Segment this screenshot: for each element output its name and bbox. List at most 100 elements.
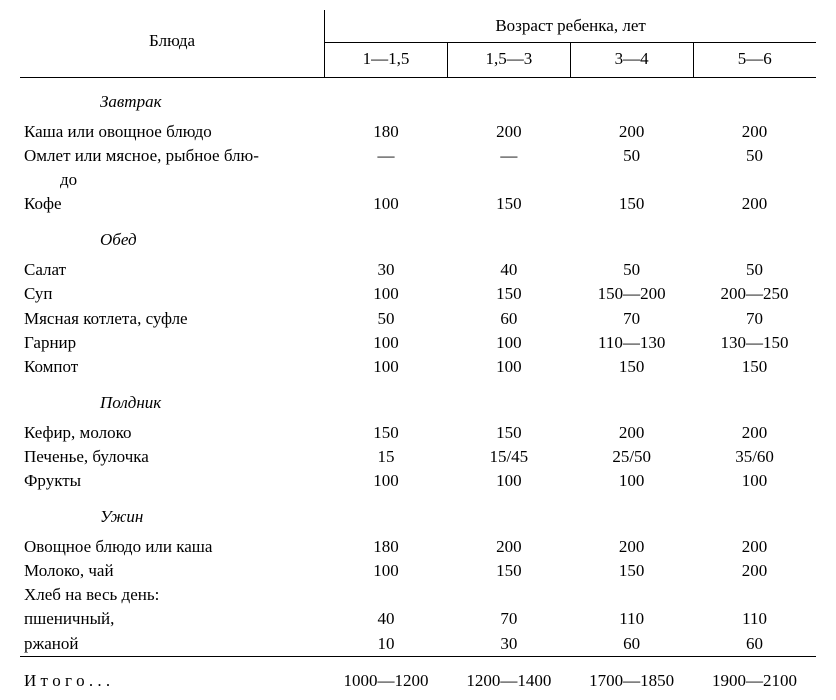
value-cell: 100: [570, 469, 693, 493]
totals-row: И т о г о . . .1000—12001200—14001700—18…: [20, 662, 816, 693]
table-row: пшеничный,4070110110: [20, 607, 816, 631]
table-row: Компот100100150150: [20, 355, 816, 379]
dish-label: Фрукты: [20, 469, 325, 493]
age-col-3: 5—6: [693, 43, 816, 78]
header-dishes: Блюда: [20, 10, 325, 77]
dish-label: Молоко, чай: [20, 559, 325, 583]
nutrition-table: Блюда Возраст ребенка, лет 1—1,5 1,5—3 3…: [20, 10, 816, 693]
value-cell: 10: [325, 632, 448, 657]
value-cell: 70: [693, 307, 816, 331]
value-cell: [447, 168, 570, 192]
value-cell: 100: [447, 355, 570, 379]
totals-value: 1700—1850: [570, 662, 693, 693]
value-cell: 50: [693, 144, 816, 168]
value-cell: 30: [447, 632, 570, 657]
section-1: Обед: [20, 216, 816, 258]
value-cell: 200: [447, 120, 570, 144]
value-cell: 150—200: [570, 282, 693, 306]
dish-label: Кофе: [20, 192, 325, 216]
value-cell: 110—130: [570, 331, 693, 355]
table-row: Каша или овощное блюдо180200200200: [20, 120, 816, 144]
dish-label: Хлеб на весь день:: [20, 583, 325, 607]
dish-label: Каша или овощное блюдо: [20, 120, 325, 144]
value-cell: 40: [325, 607, 448, 631]
section-3: Ужин: [20, 493, 816, 535]
value-cell: [570, 168, 693, 192]
dish-label: ржаной: [20, 632, 325, 657]
value-cell: 50: [693, 258, 816, 282]
section-0: Завтрак: [20, 78, 816, 121]
value-cell: 150: [447, 559, 570, 583]
value-cell: 100: [325, 469, 448, 493]
dish-label: Печенье, булочка: [20, 445, 325, 469]
value-cell: 150: [570, 192, 693, 216]
value-cell: 180: [325, 120, 448, 144]
value-cell: 50: [570, 258, 693, 282]
value-cell: 70: [570, 307, 693, 331]
dish-label: Мясная котлета, суфле: [20, 307, 325, 331]
table-row: Хлеб на весь день:: [20, 583, 816, 607]
table-row: Молоко, чай100150150200: [20, 559, 816, 583]
dish-label: Гарнир: [20, 331, 325, 355]
value-cell: —: [447, 144, 570, 168]
value-cell: 180: [325, 535, 448, 559]
age-col-2: 3—4: [570, 43, 693, 78]
value-cell: 150: [325, 421, 448, 445]
dish-label: Суп: [20, 282, 325, 306]
dish-label: Салат: [20, 258, 325, 282]
table-row: Мясная котлета, суфле50607070: [20, 307, 816, 331]
table-row: Гарнир100100110—130130—150: [20, 331, 816, 355]
age-col-0: 1—1,5: [325, 43, 448, 78]
value-cell: 25/50: [570, 445, 693, 469]
value-cell: 40: [447, 258, 570, 282]
value-cell: 130—150: [693, 331, 816, 355]
table-row: Фрукты100100100100: [20, 469, 816, 493]
value-cell: 60: [693, 632, 816, 657]
value-cell: 15/45: [447, 445, 570, 469]
value-cell: 30: [325, 258, 448, 282]
value-cell: 100: [325, 331, 448, 355]
totals-value: 1900—2100: [693, 662, 816, 693]
totals-value: 1200—1400: [447, 662, 570, 693]
value-cell: 200: [693, 421, 816, 445]
value-cell: 200: [570, 421, 693, 445]
value-cell: 200—250: [693, 282, 816, 306]
dish-label: Кефир, молоко: [20, 421, 325, 445]
totals-label: И т о г о . . .: [20, 662, 325, 693]
table-row: Суп100150150—200200—250: [20, 282, 816, 306]
table-row: Омлет или мясное, рыбное блю-——5050: [20, 144, 816, 168]
value-cell: 100: [447, 469, 570, 493]
value-cell: 110: [693, 607, 816, 631]
value-cell: [693, 168, 816, 192]
value-cell: 150: [447, 421, 570, 445]
dish-label: до: [20, 168, 325, 192]
table-row: ржаной10306060: [20, 632, 816, 657]
value-cell: 50: [570, 144, 693, 168]
dish-label: Омлет или мясное, рыбное блю-: [20, 144, 325, 168]
table-row: Печенье, булочка1515/4525/5035/60: [20, 445, 816, 469]
dish-label: Овощное блюдо или каша: [20, 535, 325, 559]
table-row: Овощное блюдо или каша180200200200: [20, 535, 816, 559]
header-age: Возраст ребенка, лет: [325, 10, 816, 43]
value-cell: 200: [570, 535, 693, 559]
age-col-1: 1,5—3: [447, 43, 570, 78]
table-row: Кефир, молоко150150200200: [20, 421, 816, 445]
value-cell: 100: [325, 355, 448, 379]
value-cell: 100: [325, 282, 448, 306]
value-cell: 200: [447, 535, 570, 559]
value-cell: 150: [447, 282, 570, 306]
value-cell: 100: [325, 559, 448, 583]
value-cell: 100: [693, 469, 816, 493]
value-cell: [325, 168, 448, 192]
value-cell: 150: [447, 192, 570, 216]
value-cell: 200: [693, 535, 816, 559]
dish-label: Компот: [20, 355, 325, 379]
value-cell: —: [325, 144, 448, 168]
value-cell: 100: [325, 192, 448, 216]
value-cell: 60: [570, 632, 693, 657]
value-cell: [447, 583, 570, 607]
value-cell: [570, 583, 693, 607]
table-row: Салат30405050: [20, 258, 816, 282]
value-cell: 200: [570, 120, 693, 144]
value-cell: 200: [693, 120, 816, 144]
